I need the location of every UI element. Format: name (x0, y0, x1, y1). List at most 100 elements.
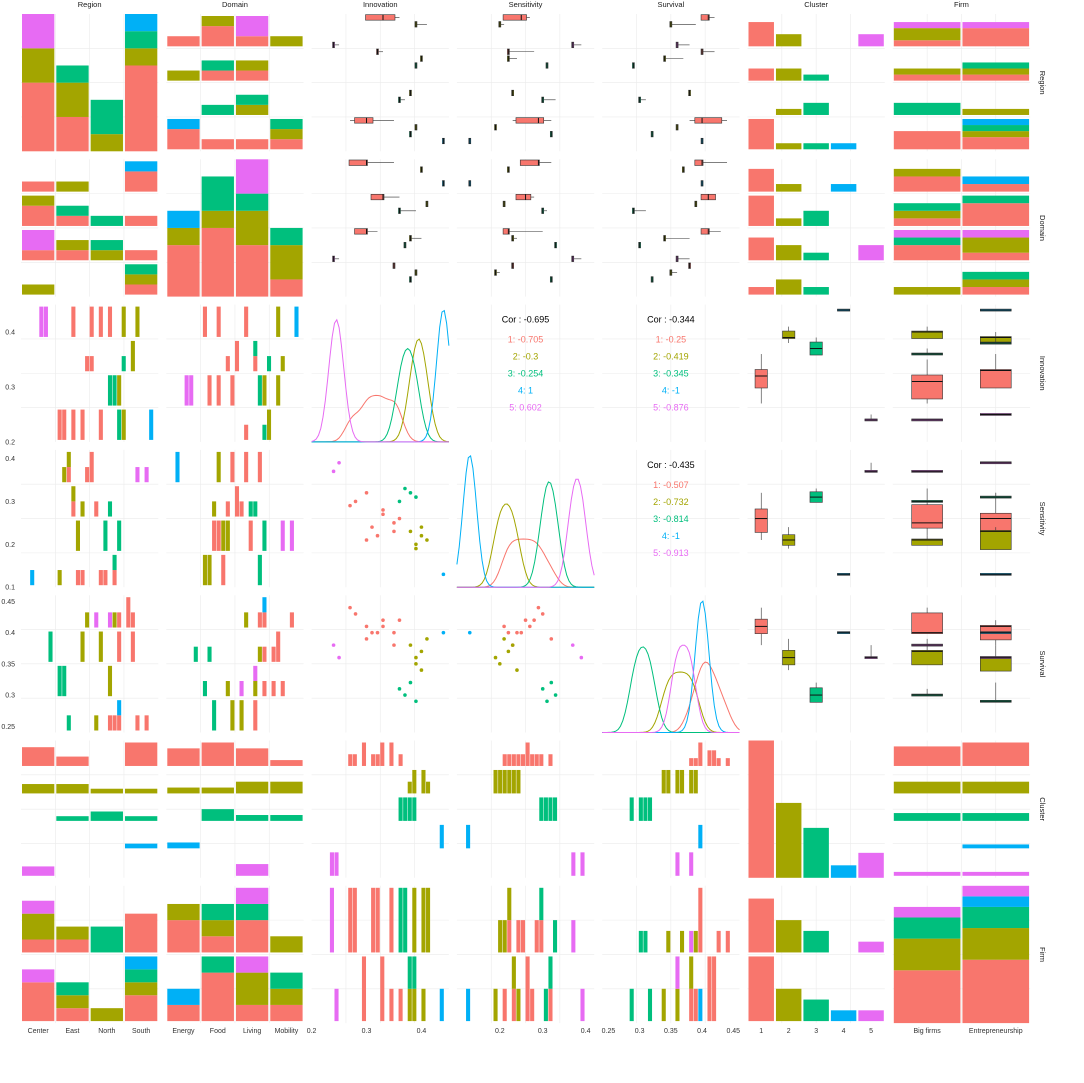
cell-region-domain-bar (167, 70, 200, 81)
y-tick-label: 0.4 (5, 330, 15, 337)
cell-firm-sensitivity-bin (511, 988, 516, 1022)
cell-cluster-innovation-bin (380, 742, 385, 766)
cell-firm-sensitivity-bin (525, 956, 530, 1022)
cell-cluster-sensitivity-bin (502, 769, 507, 794)
cell-survival-region-bin (107, 665, 113, 697)
cell-innovation-domain-bin (202, 306, 207, 337)
cell-survival-innovation-point (397, 618, 402, 622)
cell-firm-sensitivity-bin (507, 920, 512, 953)
cell-survival-region-bin (62, 665, 67, 697)
cell-firm-region-bar (124, 969, 158, 983)
cell-firm-survival-bin (698, 988, 703, 1022)
cell-domain-domain-bar (167, 210, 200, 228)
cell-firm-firm-bar (893, 970, 961, 1024)
cell-firm-region-bar (22, 939, 55, 953)
cell-survival-domain-bin (262, 646, 267, 662)
y-tick-label: 0.2 (5, 542, 15, 549)
cell-region-domain-bar (235, 94, 269, 105)
cell-firm-survival-bin (689, 930, 694, 953)
cell-innovation-region-bin (121, 409, 126, 440)
cell-firm-sensitivity-bin (493, 988, 498, 1022)
cell-domain-region-bar (90, 250, 123, 261)
cell-region-innovation-box (365, 14, 396, 21)
cell-region-firm-bar (962, 131, 1030, 138)
cell-sensitivity-region-bin (103, 570, 108, 586)
cell-survival-region-bin (85, 612, 90, 628)
cell-domain-region-bar (124, 264, 158, 275)
row-header-firm: Firm (1038, 947, 1047, 962)
cell-firm-innovation-bin (334, 988, 339, 1022)
cell-innovation-firm-box (980, 369, 1012, 389)
cell-sensitivity-domain-bin (262, 520, 267, 551)
cell-firm-sensitivity-bin (534, 920, 539, 953)
x-tick-label: Entrepreneurship (969, 1028, 1023, 1035)
cell-firm-firm-bar (962, 928, 1030, 960)
cell-sensitivity-region-bin (80, 570, 85, 586)
x-tick-label: Food (210, 1028, 226, 1035)
x-tick-label: 2 (787, 1028, 791, 1035)
cell-region-domain-bar (235, 70, 269, 81)
cell-firm-cluster-bar (803, 999, 829, 1022)
cell-survival-domain-bin (239, 681, 244, 697)
cell-sensitivity-region-bin (98, 570, 103, 586)
cell-survival-sensitivity-point (536, 605, 541, 610)
x-tick-label: 0.4 (697, 1028, 707, 1035)
cell-region-firm-bar (962, 108, 1030, 115)
correlation-group-1: 1: -0.25 (656, 335, 687, 345)
cell-sensitivity-region-grid (21, 449, 159, 588)
cell-cluster-survival-bin (693, 769, 698, 794)
cell-sensitivity-firm-box (980, 530, 1012, 550)
cell-firm-region-bar (56, 982, 89, 996)
cell-survival-firm-box (911, 650, 943, 666)
cell-domain-region-bar (22, 181, 55, 192)
cell-firm-survival-bin (689, 956, 694, 989)
cell-innovation-innovation-curve-5 (311, 318, 449, 443)
cell-domain-cluster-grid (747, 159, 885, 297)
cell-survival-domain-bin (230, 700, 235, 731)
cell-survival-domain-bin (244, 612, 249, 628)
cell-sensitivity-innovation-point (337, 460, 341, 465)
cell-sensitivity-region-bin (75, 520, 80, 551)
cell-domain-firm-bar (962, 195, 1030, 204)
cell-cluster-survival-bin (725, 758, 730, 766)
cell-firm-sensitivity-bin (548, 956, 553, 989)
cell-sensitivity-domain-bin (212, 501, 217, 517)
cell-domain-region-grid (21, 159, 159, 297)
cell-firm-sensitivity-bin (516, 920, 521, 953)
column-header-domain: Domain (222, 0, 248, 9)
cell-cluster-region-bar (22, 784, 55, 794)
cell-region-cluster-bar (775, 108, 802, 115)
cell-domain-firm-bar (962, 271, 1030, 280)
cell-firm-cluster-bar (748, 956, 774, 1022)
cell-sensitivity-survival: Cor : -0.435 1: -0.507 2: -0.732 3: -0.814 4… (647, 460, 695, 558)
cell-firm-sensitivity-bin (548, 988, 553, 1022)
cell-cluster-survival-bin (643, 797, 648, 821)
cell-cluster-region-bar (124, 816, 158, 821)
cell-firm-sensitivity-bin (502, 920, 507, 953)
cell-firm-domain-bar (270, 936, 303, 953)
x-tick-label: 0.3 (538, 1028, 548, 1035)
cell-survival-innovation-point (414, 662, 418, 666)
cell-survival-region-bin (117, 700, 122, 716)
cell-domain-cluster-bar (803, 287, 829, 295)
correlation-group-4: 4: -1 (662, 386, 680, 396)
cell-region-domain-bar (201, 139, 234, 150)
cell-firm-survival-bin (661, 988, 666, 1022)
cell-firm-region-bar (124, 913, 158, 953)
cell-region-region-bar (56, 82, 89, 117)
correlation-group-4: 4: 1 (518, 386, 533, 396)
cell-survival-region-bin (48, 631, 53, 662)
cell-firm-sensitivity-bin (498, 920, 503, 953)
cell-survival-sensitivity-point (579, 655, 584, 660)
cell-cluster-cluster-bar (830, 865, 857, 878)
cell-region-cluster-bar (803, 143, 829, 150)
cell-domain-domain-bar (201, 210, 234, 228)
cell-sensitivity-region-bin (80, 501, 85, 517)
cell-sensitivity-domain-bin (216, 520, 221, 551)
cell-cluster-innovation-bin (398, 797, 403, 821)
cell-sensitivity-domain-grid (166, 449, 304, 588)
cell-cluster-survival-grid (602, 740, 740, 878)
cell-sensitivity-innovation-point (441, 572, 446, 577)
cell-survival-sensitivity-point (506, 649, 511, 654)
